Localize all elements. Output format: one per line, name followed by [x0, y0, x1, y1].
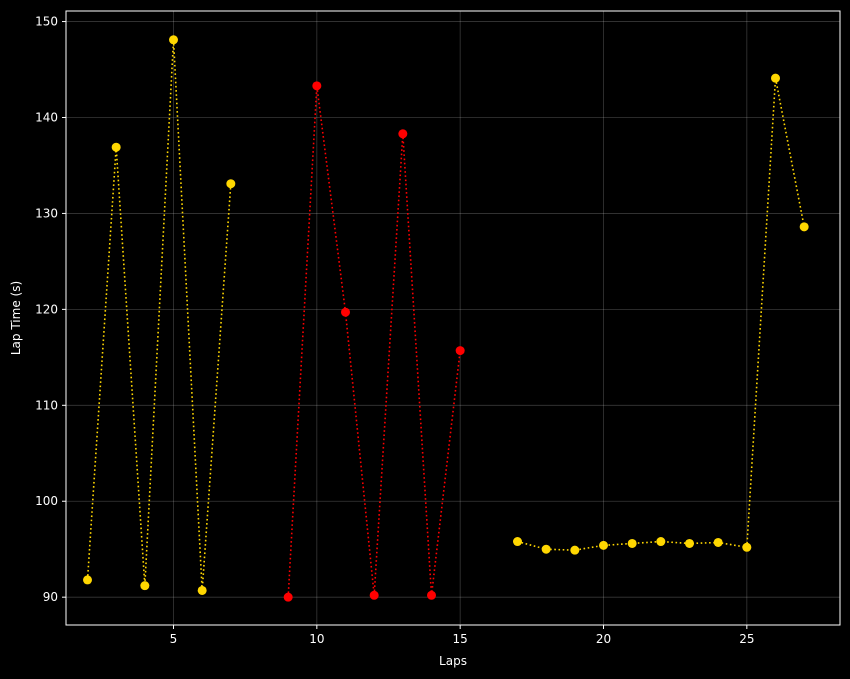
- y-tick-label: 110: [35, 398, 58, 412]
- data-point: [197, 585, 207, 595]
- data-point: [771, 73, 780, 83]
- data-point: [513, 537, 522, 547]
- data-point: [427, 590, 436, 600]
- y-tick-label: 150: [35, 15, 58, 29]
- data-point: [226, 179, 236, 189]
- data-point: [713, 537, 723, 547]
- data-point: [742, 542, 752, 552]
- y-axis-label: Lap Time (s): [9, 281, 23, 355]
- series-layer: [83, 35, 809, 602]
- data-point: [541, 544, 551, 554]
- data-point: [283, 592, 293, 602]
- data-point: [799, 222, 809, 232]
- x-tick-label: 10: [309, 632, 324, 646]
- data-point: [83, 575, 92, 585]
- y-tick-label: 90: [43, 590, 58, 604]
- data-point: [398, 129, 408, 139]
- x-tick-label: 5: [170, 632, 178, 646]
- data-point: [599, 540, 608, 550]
- data-point: [627, 538, 637, 548]
- axis-ticks: 5 10 15 20 25 90 100 110 120 130 140 150: [35, 15, 754, 646]
- series-1: [83, 35, 236, 595]
- series-3: [513, 73, 809, 555]
- data-point: [685, 538, 694, 548]
- x-axis-label: Laps: [439, 654, 467, 668]
- y-tick-label: 130: [35, 206, 58, 220]
- x-tick-label: 20: [596, 632, 611, 646]
- data-point: [140, 581, 150, 591]
- y-tick-label: 120: [35, 302, 58, 316]
- data-point: [111, 142, 121, 152]
- y-tick-label: 100: [35, 494, 58, 508]
- data-point: [455, 346, 465, 356]
- y-tick-label: 140: [35, 110, 58, 124]
- x-tick-label: 25: [739, 632, 754, 646]
- data-point: [169, 35, 178, 45]
- data-point: [570, 545, 580, 555]
- grid-lines: [66, 11, 840, 625]
- series-line: [86, 39, 232, 591]
- series-2: [283, 81, 465, 602]
- data-point: [312, 81, 322, 91]
- data-point: [369, 590, 379, 600]
- data-point: [656, 537, 666, 547]
- data-point: [341, 307, 350, 317]
- plot-frame: [65, 10, 841, 626]
- x-tick-label: 15: [453, 632, 468, 646]
